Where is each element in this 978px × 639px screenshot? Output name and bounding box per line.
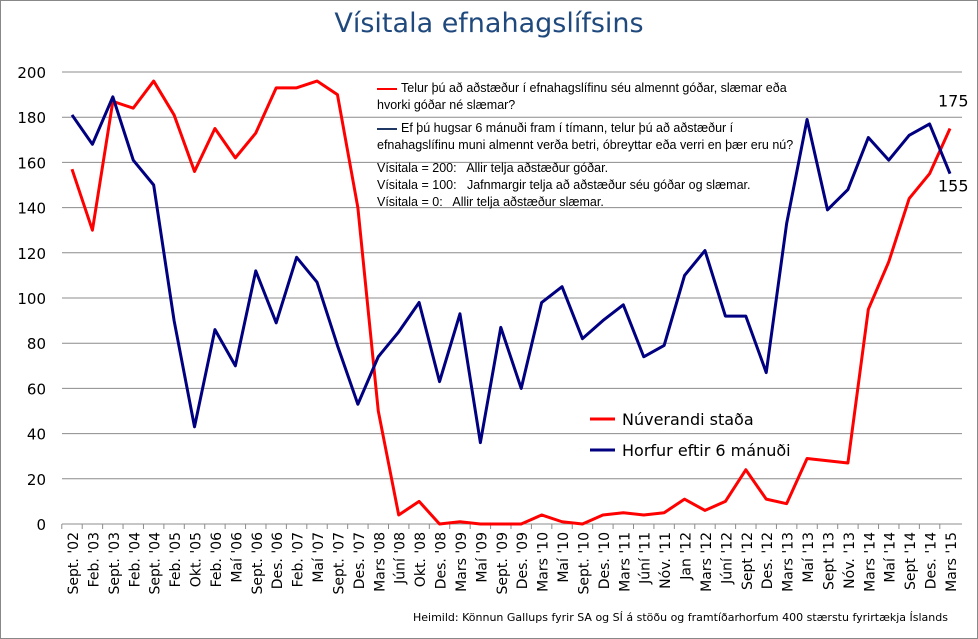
y-tick-label: 120 (17, 245, 46, 263)
x-tick-label: Mars '11 (617, 532, 633, 592)
y-tick-label: 160 (17, 154, 46, 172)
x-tick-label: Feb. '06 (209, 532, 225, 587)
x-tick-label: Sept. '10 (576, 532, 592, 594)
x-tick-label: Des. '14 (924, 532, 940, 589)
note-q2: Ef þú hugsar 6 mánuði fram í tímann, tel… (377, 121, 794, 152)
x-tick-label: Des. '10 (597, 532, 613, 589)
y-tick-label: 20 (27, 471, 46, 489)
y-tick-label: 180 (17, 109, 46, 127)
x-tick-label: Feb. '03 (86, 532, 102, 587)
x-tick-label: Sept. '06 (250, 532, 266, 595)
y-tick-label: 100 (17, 290, 46, 308)
note-l1: Vísitala = 200: Allir telja aðstæður góð… (377, 161, 609, 175)
x-tick-label: Des. '06 (270, 532, 286, 589)
y-tick-label: 140 (17, 200, 46, 218)
x-tick-label: Sept '12 (740, 532, 756, 590)
x-tick-label: Júní '08 (393, 532, 409, 585)
x-tick-label: Feb. '05 (168, 532, 184, 587)
red-swatch (377, 87, 397, 90)
x-tick-label: Des. '07 (352, 532, 368, 589)
x-tick-label: Nóv. '11 (658, 532, 674, 589)
x-tick-label: Mars '10 (536, 532, 552, 592)
x-tick-label: Okt. '08 (413, 532, 429, 587)
x-tick-label: Júní '12 (719, 532, 735, 585)
x-tick-label: Des. '12 (760, 532, 776, 589)
x-tick-label: Sept. '03 (107, 532, 123, 594)
x-tick-label: Feb. '04 (127, 532, 143, 587)
x-tick-label: Maí '13 (801, 532, 817, 583)
x-tick-label: Júní '11 (638, 532, 654, 585)
x-tick-label: Mars '09 (454, 532, 470, 592)
x-tick-label: Sept '14 (903, 532, 919, 590)
legend-label: Núverandi staða (622, 410, 754, 429)
y-tick-label: 80 (27, 335, 46, 353)
y-tick-label: 200 (17, 64, 46, 82)
y-tick-label: 40 (27, 426, 46, 444)
y-tick-label: 60 (27, 380, 46, 398)
x-tick-label: Maí '07 (311, 532, 327, 583)
x-tick-label: Sept '13 (821, 532, 837, 590)
x-tick-label: Nóv. '13 (842, 532, 858, 589)
x-tick-label: Mars '14 (862, 532, 878, 592)
chart-title: Vísitala efnahagslífsins (334, 8, 644, 39)
y-tick-label: 0 (36, 516, 46, 534)
x-tick-label: Mars '08 (372, 532, 388, 592)
note-l3: Vísitala = 0: Allir telja aðstæður slæma… (377, 195, 604, 209)
x-tick-label: Mars '15 (944, 532, 960, 592)
legend-label: Horfur eftir 6 mánuði (622, 441, 791, 460)
x-tick-label: Sept. '09 (495, 532, 511, 594)
x-tick-label: Feb. '07 (291, 532, 307, 587)
end-value-label: 155 (938, 177, 969, 196)
x-tick-label: Sept. '04 (148, 532, 164, 595)
series-line-current (70, 79, 952, 526)
x-tick-label: Mars '13 (781, 532, 797, 592)
x-tick-label: Sept. '02 (66, 532, 82, 594)
blue-swatch (377, 127, 397, 130)
end-value-label: 175 (938, 92, 969, 111)
x-tick-label: Des. '08 (434, 532, 450, 589)
note-l2: Vísitala = 100: Jafnmargir telja að aðst… (377, 178, 751, 192)
source-note: Heimild: Könnun Gallups fyrir SA og SÍ á… (413, 611, 948, 624)
x-tick-label: Maí '14 (883, 532, 899, 583)
x-tick-label: Sept. '07 (331, 532, 347, 594)
x-tick-label: Okt. '05 (189, 532, 205, 587)
x-tick-label: Maí '06 (229, 532, 245, 583)
series-line-outlook (70, 95, 952, 445)
x-tick-label: Maí '09 (474, 532, 490, 583)
x-tick-label: Maí '10 (556, 532, 572, 583)
chart-note: Telur þú að aðstæður í efnahagslífinu sé… (377, 80, 797, 211)
note-q1: Telur þú að aðstæður í efnahagslífinu sé… (377, 81, 787, 112)
x-tick-label: Des. '09 (515, 532, 531, 589)
x-tick-label: Mars '12 (699, 532, 715, 592)
x-tick-label: Jan '12 (679, 532, 695, 581)
